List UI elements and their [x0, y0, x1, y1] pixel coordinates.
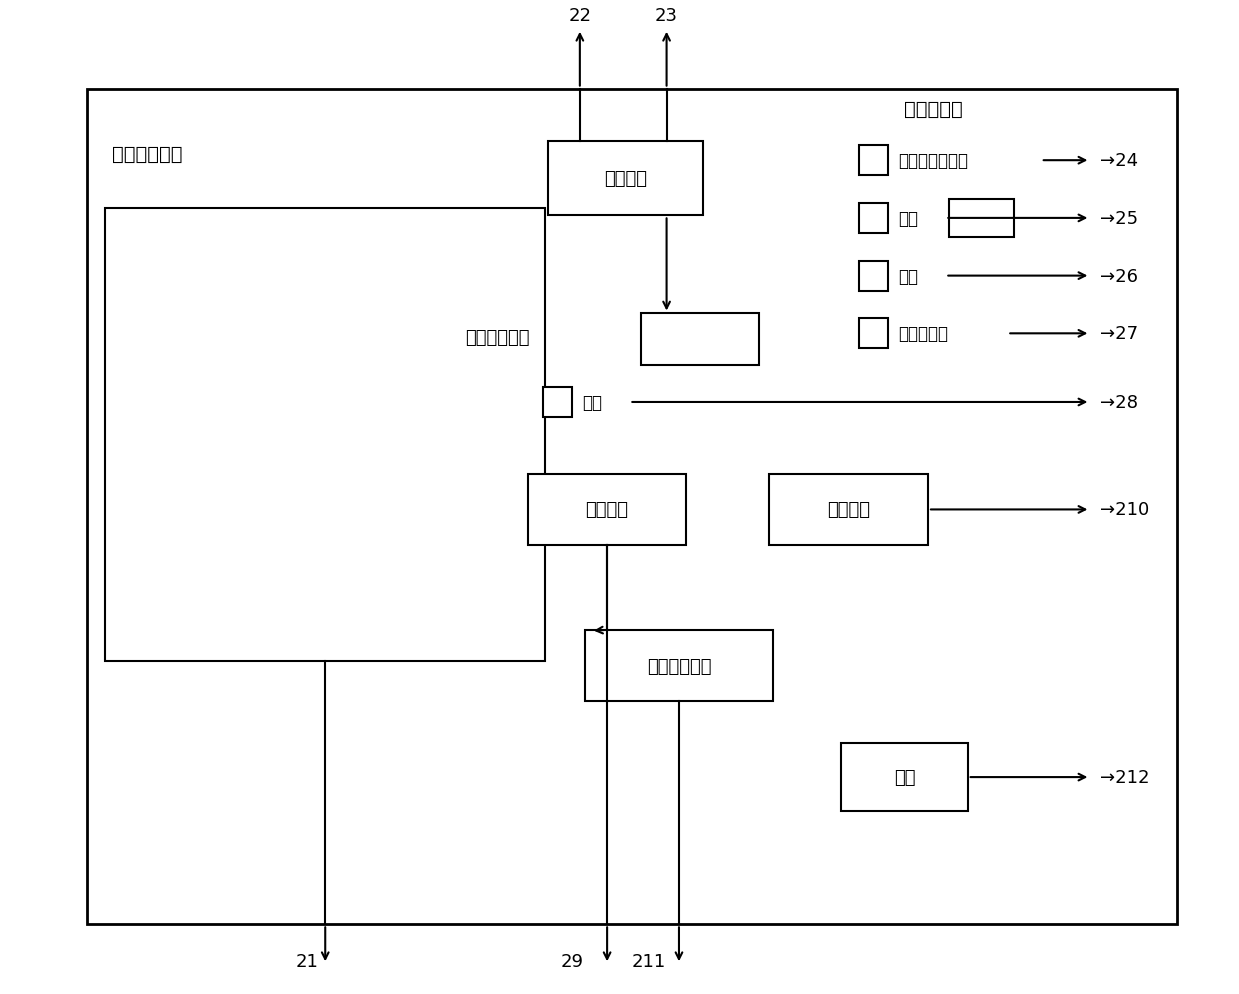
Bar [841, 744, 968, 811]
Text: 裁剪尺寸归一化: 裁剪尺寸归一化 [898, 152, 968, 170]
Text: →26: →26 [1100, 267, 1139, 285]
Text: 平移: 平移 [898, 267, 918, 285]
Text: 预处理选择: 预处理选择 [904, 99, 963, 119]
Bar [585, 630, 773, 702]
Text: 训练图片总数: 训练图片总数 [465, 329, 529, 347]
Text: 29: 29 [561, 952, 584, 970]
Text: 21: 21 [296, 952, 318, 970]
Text: 选择图片: 选择图片 [605, 170, 647, 188]
Bar [528, 474, 686, 546]
Bar [87, 89, 1177, 924]
Text: →210: →210 [1100, 501, 1150, 519]
Text: →212: →212 [1100, 768, 1150, 786]
Text: 23: 23 [655, 7, 678, 25]
Bar [543, 388, 572, 417]
Bar [105, 209, 545, 661]
Text: 退出: 退出 [893, 768, 916, 786]
Text: →25: →25 [1100, 210, 1139, 228]
Bar [859, 204, 888, 234]
Text: 重置: 重置 [582, 394, 602, 412]
Text: 对比度加深: 对比度加深 [898, 325, 948, 343]
Bar [859, 146, 888, 176]
Bar [769, 474, 928, 546]
Text: 211: 211 [632, 952, 667, 970]
Text: 停止训练: 停止训练 [828, 501, 870, 519]
Text: →27: →27 [1100, 325, 1139, 343]
Bar [548, 142, 704, 217]
Bar [642, 314, 758, 366]
Text: 开始训练: 开始训练 [586, 501, 628, 519]
Text: 训练信息显示: 训练信息显示 [112, 144, 182, 164]
Bar [859, 261, 888, 291]
Text: →28: →28 [1100, 394, 1139, 412]
Text: →24: →24 [1100, 152, 1139, 170]
Bar [859, 319, 888, 349]
Text: 22: 22 [569, 7, 591, 25]
Text: 旋转: 旋转 [898, 210, 918, 228]
Text: 保存训练模型: 保存训练模型 [647, 657, 711, 675]
Bar [949, 200, 1014, 238]
